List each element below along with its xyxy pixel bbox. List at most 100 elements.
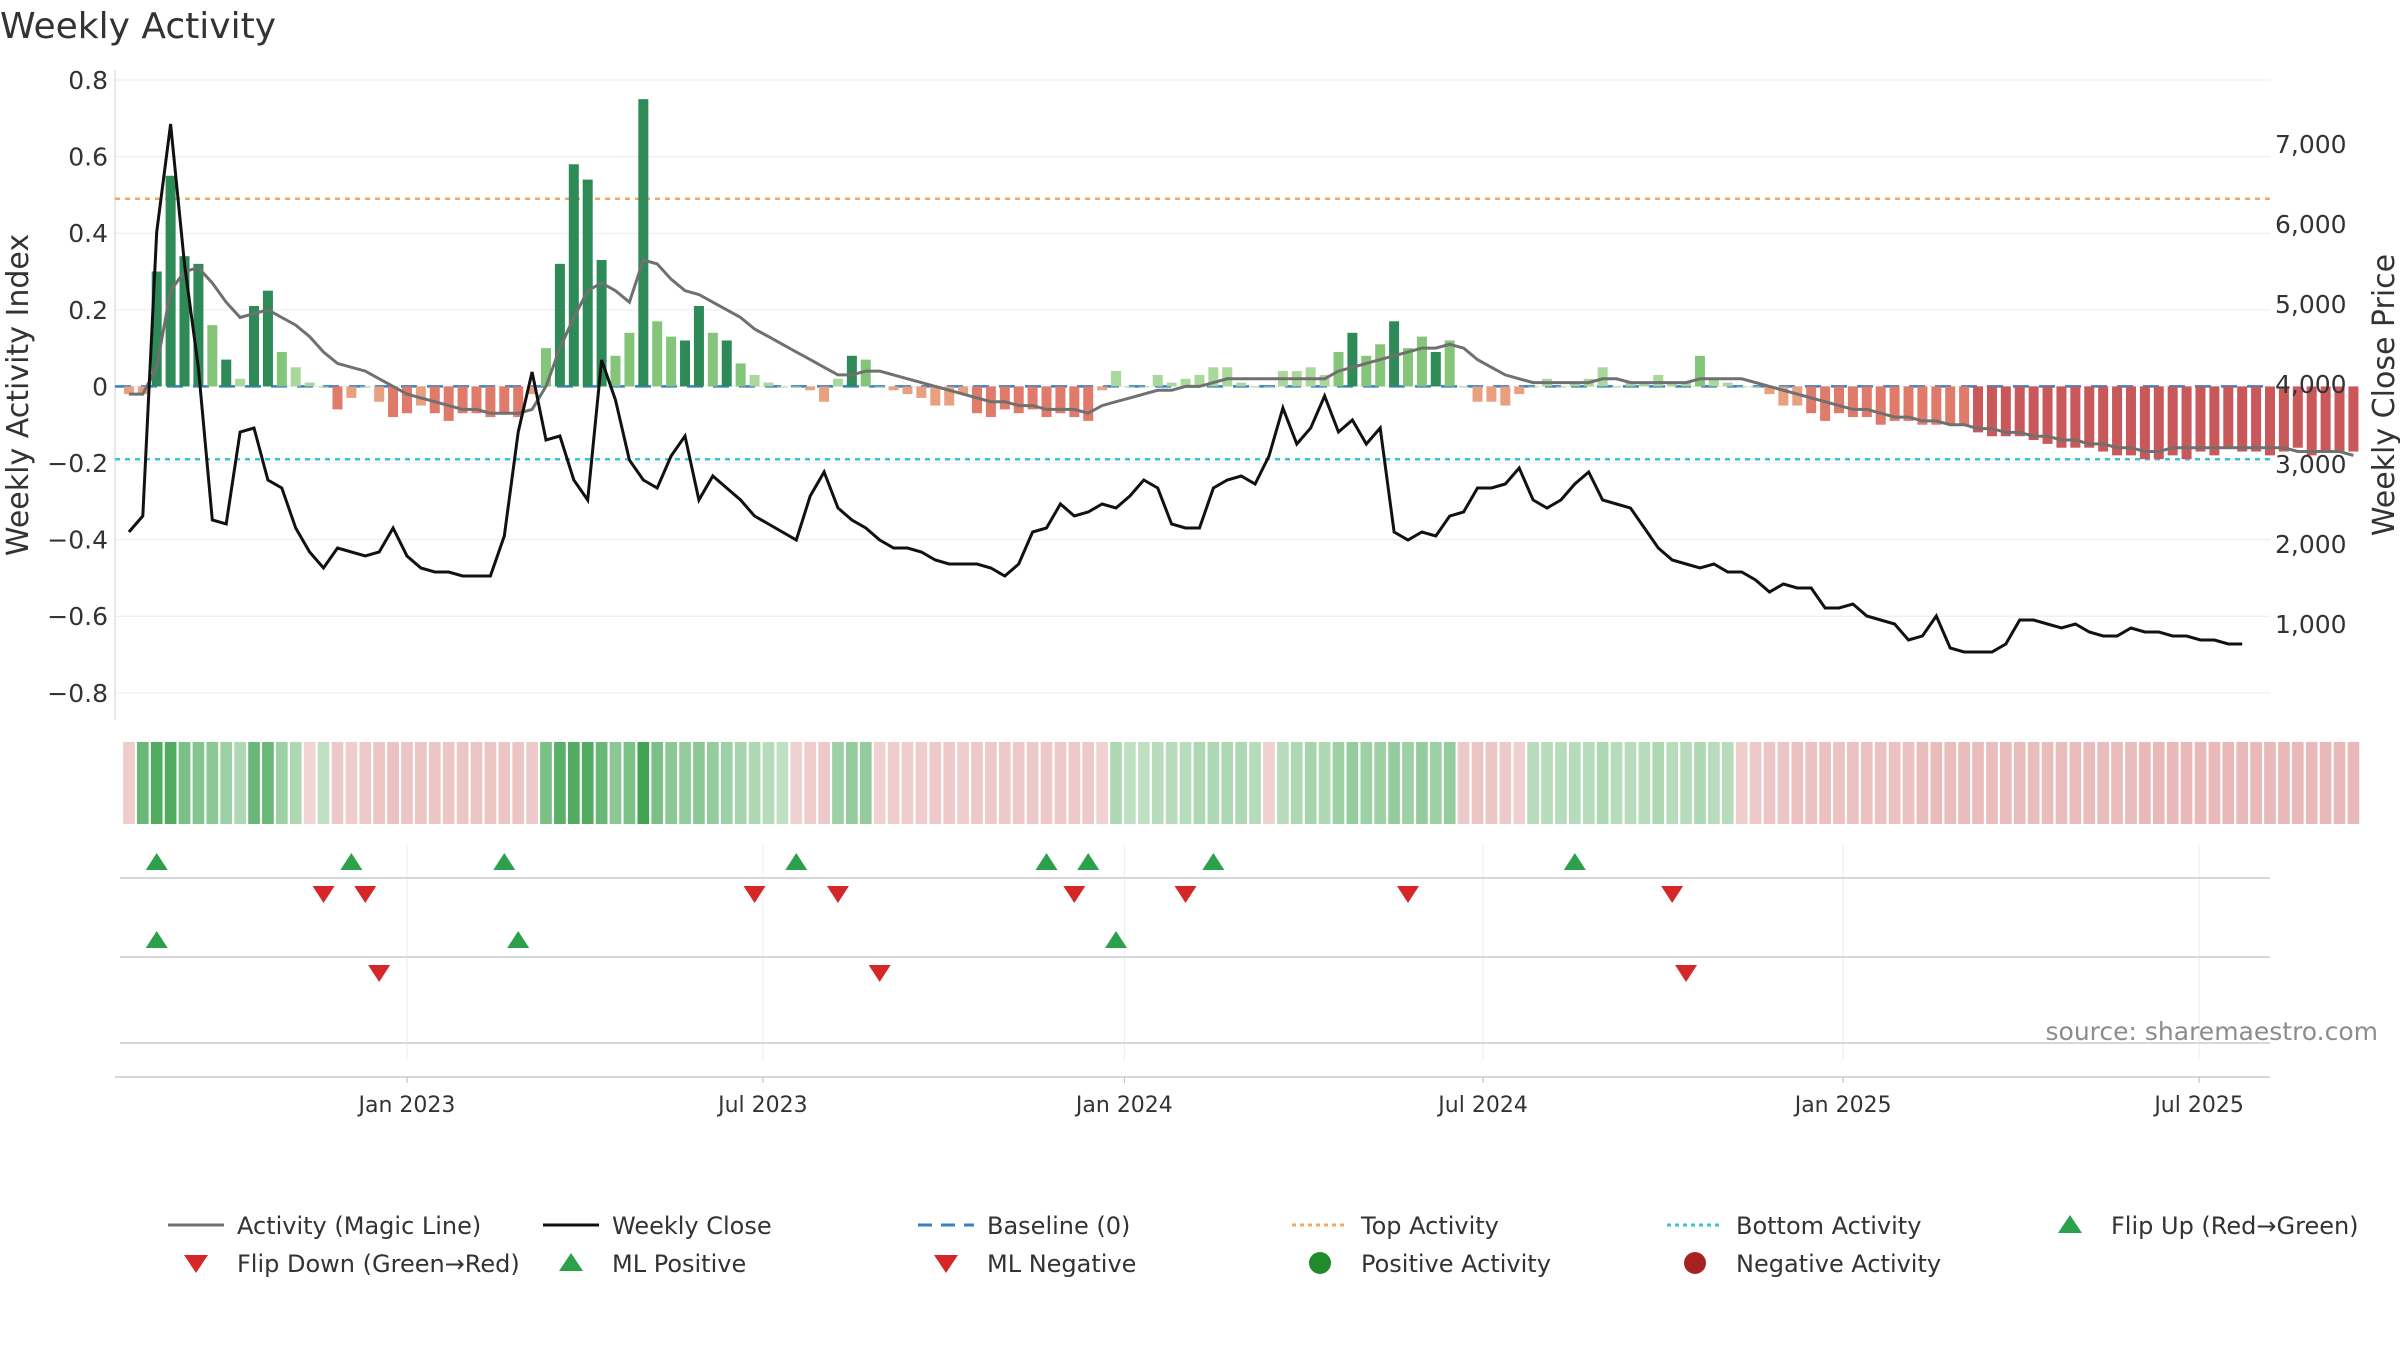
x-tick-label: Jul 2025	[2152, 1093, 2244, 1118]
activity-bar	[680, 340, 691, 387]
activity-bar	[1333, 351, 1344, 387]
activity-bar	[1750, 386, 1761, 388]
flip-up-marker	[145, 853, 168, 870]
strip-cell	[971, 742, 983, 824]
strip-cell	[1958, 742, 1970, 824]
activity-bar	[819, 386, 830, 402]
strip-cell	[1902, 742, 1915, 824]
activity-bar	[346, 386, 357, 398]
x-tick-label: Jan 2023	[357, 1093, 456, 1118]
strip-cell	[1360, 742, 1373, 824]
strip-cell	[1151, 742, 1164, 824]
activity-bar	[652, 321, 663, 387]
activity-bar	[2237, 386, 2248, 452]
strip-cell	[456, 742, 469, 824]
activity-bar	[2112, 386, 2123, 456]
activity-bar	[860, 359, 871, 387]
activity-bar	[568, 164, 579, 387]
strip-cell	[985, 742, 997, 824]
activity-bar	[2292, 386, 2303, 448]
activity-bar	[2264, 386, 2276, 456]
activity-bar	[401, 386, 412, 414]
strip-cell	[1207, 742, 1220, 824]
y-tick-label: −0.2	[47, 449, 108, 478]
legend-swatch	[934, 1255, 958, 1273]
activity-bar	[1027, 386, 1038, 410]
strip-cell	[1972, 742, 1984, 824]
activity-bar	[374, 386, 385, 402]
legend-label: Bottom Activity	[1736, 1212, 1921, 1240]
legend-label: Negative Activity	[1736, 1250, 1941, 1278]
strip-cell	[1916, 742, 1929, 824]
strip-cell	[1513, 742, 1526, 824]
ml-positive-marker	[507, 931, 530, 948]
strip-cell	[2180, 742, 2193, 824]
activity-bar	[1055, 386, 1066, 414]
legend-label: Flip Down (Green→Red)	[237, 1250, 520, 1278]
legend-swatch	[2058, 1215, 2082, 1233]
strip-cell	[1624, 742, 1637, 824]
strip-cell	[1680, 742, 1692, 824]
strip-cell	[1860, 742, 1873, 824]
activity-bar	[2084, 386, 2095, 448]
flip-up-marker	[1202, 853, 1225, 870]
activity-bar	[1305, 367, 1316, 387]
strip-cell	[998, 742, 1011, 824]
activity-bar	[388, 386, 399, 418]
strip-cell	[1999, 742, 2012, 824]
strip-cell	[1499, 742, 1512, 824]
activity-bar	[1444, 340, 1455, 387]
legend-item: ML Positive	[559, 1250, 746, 1278]
activity-bar	[2209, 386, 2220, 456]
activity-bar	[318, 386, 329, 388]
activity-strip	[123, 742, 2360, 824]
strip-cell	[470, 742, 483, 824]
activity-bar	[1166, 382, 1177, 387]
strip-cell	[1791, 742, 1804, 824]
activity-bar	[832, 378, 843, 387]
strip-cell	[1874, 742, 1887, 824]
activity-bar	[2098, 386, 2109, 452]
activity-bar	[1347, 332, 1358, 387]
activity-bar	[777, 386, 788, 388]
strip-cell	[1429, 742, 1442, 824]
activity-bar	[1375, 344, 1386, 387]
strip-cell	[1054, 742, 1067, 824]
strip-cell	[567, 742, 580, 824]
activity-bar	[1639, 382, 1650, 387]
x-tick-label: Jul 2024	[1436, 1093, 1528, 1118]
strip-cell	[2166, 742, 2179, 824]
strip-cell	[1541, 742, 1553, 824]
strip-cell	[693, 742, 705, 824]
y-tick-label: 0.2	[68, 296, 108, 325]
flip-down-marker	[826, 886, 849, 903]
activity-bar	[2306, 386, 2317, 456]
strip-cell	[359, 742, 372, 824]
flip-up-marker	[340, 853, 363, 870]
strip-cell	[1749, 742, 1762, 824]
strip-cell	[1652, 742, 1665, 824]
y2-tick-label: 4,000	[2275, 370, 2347, 399]
ml-positive-marker	[145, 931, 168, 948]
activity-bar	[582, 179, 593, 387]
legend: Activity (Magic Line) Weekly Close Baselin…	[168, 1212, 2359, 1278]
activity-bar	[1514, 386, 1525, 395]
legend-item: Weekly Close	[543, 1212, 772, 1240]
activity-bar	[415, 386, 426, 406]
strip-cell	[1457, 742, 1470, 824]
activity-bar	[1806, 386, 1817, 414]
strip-cell	[2250, 742, 2262, 824]
strip-cell	[1944, 742, 1957, 824]
activity-bar	[207, 325, 218, 387]
activity-bar	[1180, 378, 1191, 387]
flip-down-marker	[743, 886, 766, 903]
strip-cell	[484, 742, 497, 824]
activity-bar	[1694, 355, 1705, 387]
activity-bar	[443, 386, 454, 421]
strip-cell	[1568, 742, 1581, 824]
activity-bar	[249, 305, 260, 387]
activity-bar	[1250, 386, 1261, 388]
legend-swatch	[559, 1253, 583, 1271]
activity-bar	[471, 386, 482, 414]
